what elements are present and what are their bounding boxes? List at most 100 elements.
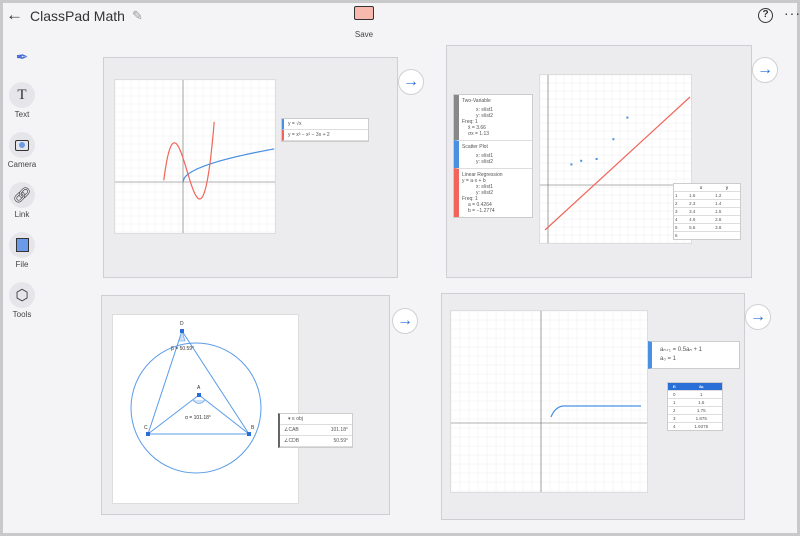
- table-row: 1 1.6 1.2: [674, 191, 740, 200]
- regression-line: [544, 96, 691, 231]
- coef-b: b = −1.2774: [468, 208, 495, 214]
- column-header: n: [672, 383, 676, 389]
- arrow-right-icon[interactable]: →: [398, 69, 424, 95]
- table-cell: 1.2: [715, 192, 722, 198]
- table-row: 6: [674, 231, 740, 240]
- sidebar-item-label: Text: [14, 110, 30, 119]
- column-header: aₙ: [699, 383, 704, 389]
- arrow-right-icon[interactable]: →: [745, 304, 771, 330]
- measure-label: ∠CAB: [284, 427, 299, 433]
- sequence-table[interactable]: n aₙ 0 1 1 1.5 2 1.75 3 1.875 4 1.9375: [667, 382, 723, 431]
- table-cell: 1: [699, 391, 703, 397]
- pen-icon: ✒: [15, 49, 29, 66]
- table-cell: 1.5: [698, 399, 705, 405]
- table-cell: 2: [672, 407, 676, 413]
- top-bar: ← ClassPad Math ✎ Save ? ···: [0, 0, 800, 40]
- statistics-card[interactable]: Two-Variable x: ≡list1 y: ≡list2 Freq: 1…: [446, 45, 752, 278]
- sqrt-curve: [182, 148, 275, 183]
- measurement-panel[interactable]: ▾ ≡ obj ∠CAB 101.18° ∠CDB 50.59°: [278, 413, 353, 448]
- document-title[interactable]: ClassPad Math: [30, 8, 125, 24]
- section-title: Linear Regression: [462, 172, 503, 178]
- sequence-panel[interactable]: aₙ₊₁ = 0.5aₙ + 1 a₀ = 1: [648, 341, 740, 369]
- arrow-right-icon[interactable]: →: [752, 57, 778, 83]
- geometry-figure: D A C B β = 50.59° α = 101.18°: [130, 321, 262, 474]
- sidebar-item-label: Camera: [7, 160, 37, 169]
- freq: Freq: 1: [462, 119, 478, 125]
- sidebar-item-label: Tools: [12, 310, 32, 319]
- point-label: C: [144, 425, 148, 431]
- table-row: 3 1.875: [668, 414, 722, 423]
- model: y = a·x + b: [462, 178, 486, 184]
- pencil-icon[interactable]: ✎: [132, 8, 143, 23]
- table-cell: 1.6: [689, 192, 696, 198]
- table-cell: 1.5: [715, 208, 722, 214]
- arrow-left-icon[interactable]: ←: [6, 5, 23, 24]
- linear-regression-section[interactable]: Linear Regression y = a·x + b x: ≡list1 …: [454, 168, 532, 217]
- table-cell: 2: [675, 200, 678, 206]
- arrow-right-icon[interactable]: →: [392, 308, 418, 334]
- sidebar-item-camera[interactable]: Camera: [4, 132, 40, 170]
- table-cell: 3.8: [715, 224, 722, 230]
- equation-row[interactable]: y = x³ − x² − 3x + 2: [282, 130, 368, 141]
- box-icon: ⬡: [9, 282, 35, 308]
- table-row: 3 3.4 1.5: [674, 207, 740, 216]
- x-list: x: ≡list1: [476, 107, 494, 113]
- sequence-plot: [450, 310, 647, 492]
- sidebar-item-file[interactable]: File: [4, 232, 40, 270]
- table-cell: [688, 232, 714, 240]
- sidebar-item-label: File: [15, 260, 29, 269]
- geometry-card[interactable]: D A C B β = 50.59° α = 101.18° ▾ ≡ obj ∠…: [101, 295, 390, 515]
- table-row: 1 1.5: [668, 398, 722, 407]
- table-row: 4 4.6 2.6: [674, 215, 740, 224]
- table-row: 2 2.3 1.4: [674, 199, 740, 208]
- freq: Freq: 1: [462, 196, 478, 202]
- std-dev: σx = 1.13: [468, 131, 490, 137]
- table-cell: 3.4: [689, 208, 696, 214]
- table-cell: 1: [672, 399, 676, 405]
- table-cell: 3: [672, 415, 676, 421]
- ellipsis-icon[interactable]: ···: [784, 5, 800, 21]
- folder-icon: [354, 6, 374, 20]
- graph-view[interactable]: [114, 79, 276, 234]
- circle: [130, 342, 262, 474]
- y-list: y: ≡list2: [476, 190, 494, 196]
- measure-row[interactable]: ∠CDB 50.59°: [280, 436, 352, 447]
- sidebar-item-tools[interactable]: ⬡ Tools: [4, 282, 40, 320]
- sidebar-item-text[interactable]: T Text: [4, 82, 40, 120]
- point-label: A: [197, 385, 201, 391]
- question-circle-icon[interactable]: ?: [758, 8, 773, 23]
- two-variable-section[interactable]: Two-Variable x: ≡list1 y: ≡list2 Freq: 1…: [454, 95, 532, 140]
- scatter-plot-section[interactable]: Scatter Plot x: ≡list1 y: ≡list2: [454, 140, 532, 168]
- data-point: [626, 116, 629, 119]
- graph-card[interactable]: y = √x y = x³ − x² − 3x + 2: [103, 57, 398, 278]
- table-cell: 1.875: [695, 415, 707, 421]
- table-cell: 4.6: [689, 216, 696, 222]
- list-table[interactable]: x y 1 1.6 1.2 2 2.3 1.4 3 3.4 1.5 4 4.6 2.6 5 5.6 3.8 6: [673, 183, 741, 240]
- sidebar-item-pen[interactable]: ✒: [4, 44, 40, 70]
- angle-a-arc: [192, 399, 206, 404]
- link-icon: 🔗︎: [9, 182, 35, 208]
- measure-row[interactable]: ∠CAB 101.18°: [280, 425, 352, 436]
- sidebar-item-link[interactable]: 🔗︎ Link: [4, 182, 40, 220]
- sequence-card[interactable]: aₙ₊₁ = 0.5aₙ + 1 a₀ = 1 n aₙ 0 1 1 1.5 2 1.75 3 1…: [441, 293, 745, 520]
- table-cell: 1.75: [696, 407, 706, 413]
- scatter-graph[interactable]: [539, 74, 692, 244]
- equation-row[interactable]: y = √x: [282, 119, 368, 130]
- column-header: x: [699, 184, 703, 190]
- initial-value: a₀ = 1: [660, 356, 677, 362]
- table-cell: 5.6: [689, 224, 696, 230]
- equation-text: y = √x: [288, 121, 302, 127]
- table-row: 4 1.9375: [668, 422, 722, 431]
- table-cell: 1: [675, 192, 678, 198]
- table-row: 5 5.6 3.8: [674, 223, 740, 232]
- table-cell: 3: [675, 208, 678, 214]
- equation-list[interactable]: y = √x y = x³ − x² − 3x + 2: [281, 118, 369, 142]
- table-cell: 0: [672, 391, 676, 397]
- save-button[interactable]: Save: [352, 6, 376, 39]
- geometry-view[interactable]: D A C B β = 50.59° α = 101.18°: [112, 314, 299, 504]
- index-header: [674, 184, 688, 192]
- sequence-graph[interactable]: [450, 310, 648, 493]
- statistics-panel[interactable]: Two-Variable x: ≡list1 y: ≡list2 Freq: 1…: [453, 94, 533, 218]
- x-list: x: ≡list1: [476, 184, 494, 190]
